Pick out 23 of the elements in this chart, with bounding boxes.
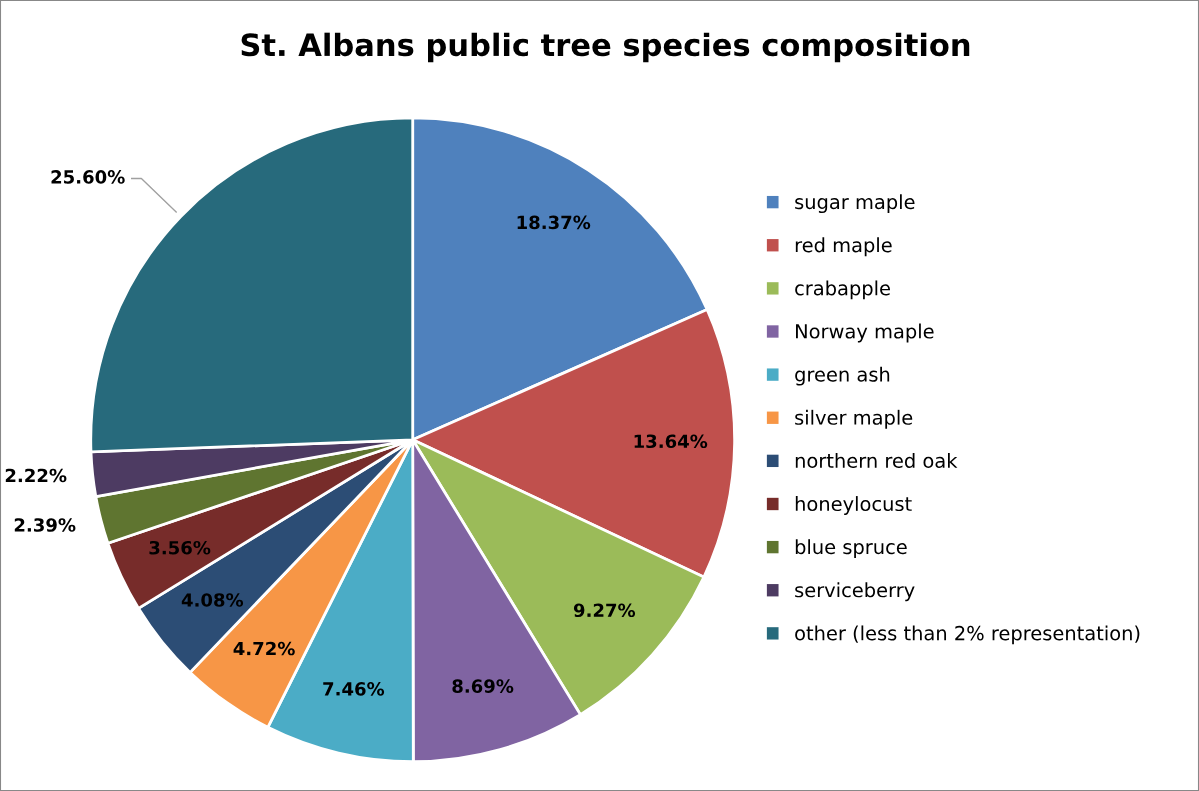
data-label: 7.46% [323,681,385,696]
data-label: 13.64% [634,434,708,449]
chart-title: St. Albans public tree species composition [241,32,970,63]
data-label: 4.08% [181,593,244,607]
legend-label: silver maple [795,409,913,429]
data-label: 25.60% [51,170,125,184]
data-label: 8.69% [452,679,514,693]
legend-label: crabapple [795,280,890,300]
legend-label: serviceberry [795,582,915,602]
legend-label: red maple [795,237,892,257]
legend-label: blue spruce [795,539,907,559]
legend-label: Norway maple [796,323,934,343]
data-label: 2.22% [5,468,67,483]
legend-label: northern red oak [795,452,958,468]
legend-label: sugar maple [795,194,915,214]
legend-label: green ash [795,366,890,386]
data-label: 4.72% [233,641,295,656]
legend-label: honeylocust [795,496,912,515]
legend-label: other (less than 2% representation) [795,625,1140,645]
data-label: 18.37% [517,215,591,230]
data-label: 9.27% [573,603,636,618]
data-label: 3.56% [149,540,211,555]
data-label: 2.39% [14,518,76,532]
